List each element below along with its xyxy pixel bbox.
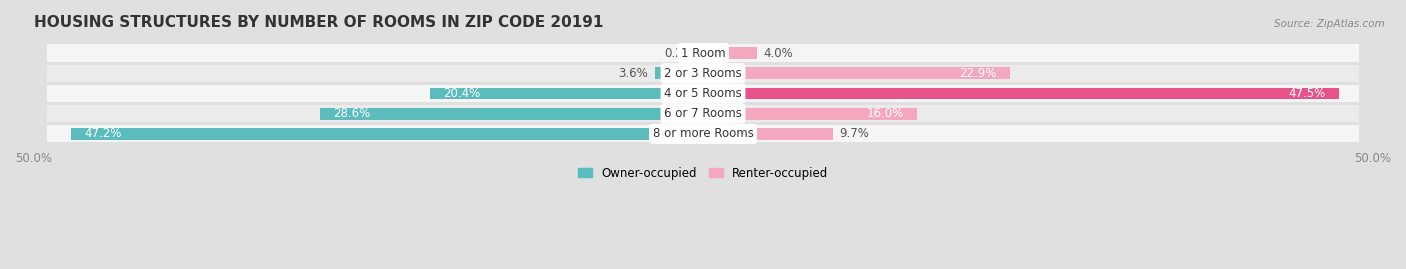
Bar [321, 108, 703, 119]
Legend: Owner-occupied, Renter-occupied: Owner-occupied, Renter-occupied [572, 162, 834, 184]
Bar [703, 128, 832, 140]
Bar [703, 67, 1010, 79]
Bar [430, 88, 703, 99]
Text: 8 or more Rooms: 8 or more Rooms [652, 128, 754, 140]
Bar [703, 47, 756, 59]
Text: HOUSING STRUCTURES BY NUMBER OF ROOMS IN ZIP CODE 20191: HOUSING STRUCTURES BY NUMBER OF ROOMS IN… [34, 15, 603, 30]
Text: 9.7%: 9.7% [839, 128, 869, 140]
Bar [70, 128, 703, 140]
Bar [46, 85, 1360, 102]
Bar [655, 67, 703, 79]
Text: 6 or 7 Rooms: 6 or 7 Rooms [664, 107, 742, 120]
Text: 4.0%: 4.0% [763, 47, 793, 59]
Bar [46, 105, 1360, 122]
Bar [703, 108, 917, 119]
Text: 3.6%: 3.6% [619, 67, 648, 80]
Bar [46, 44, 1360, 62]
Text: 47.5%: 47.5% [1288, 87, 1326, 100]
Text: 22.9%: 22.9% [959, 67, 997, 80]
Text: 0.2%: 0.2% [664, 47, 693, 59]
Bar [700, 47, 703, 59]
Bar [46, 65, 1360, 82]
Text: 47.2%: 47.2% [84, 128, 122, 140]
Text: 1 Room: 1 Room [681, 47, 725, 59]
Text: 28.6%: 28.6% [333, 107, 371, 120]
Bar [46, 125, 1360, 143]
Text: Source: ZipAtlas.com: Source: ZipAtlas.com [1274, 19, 1385, 29]
Text: 20.4%: 20.4% [443, 87, 481, 100]
Text: 4 or 5 Rooms: 4 or 5 Rooms [664, 87, 742, 100]
Text: 2 or 3 Rooms: 2 or 3 Rooms [664, 67, 742, 80]
Bar [703, 88, 1339, 99]
Text: 16.0%: 16.0% [866, 107, 904, 120]
